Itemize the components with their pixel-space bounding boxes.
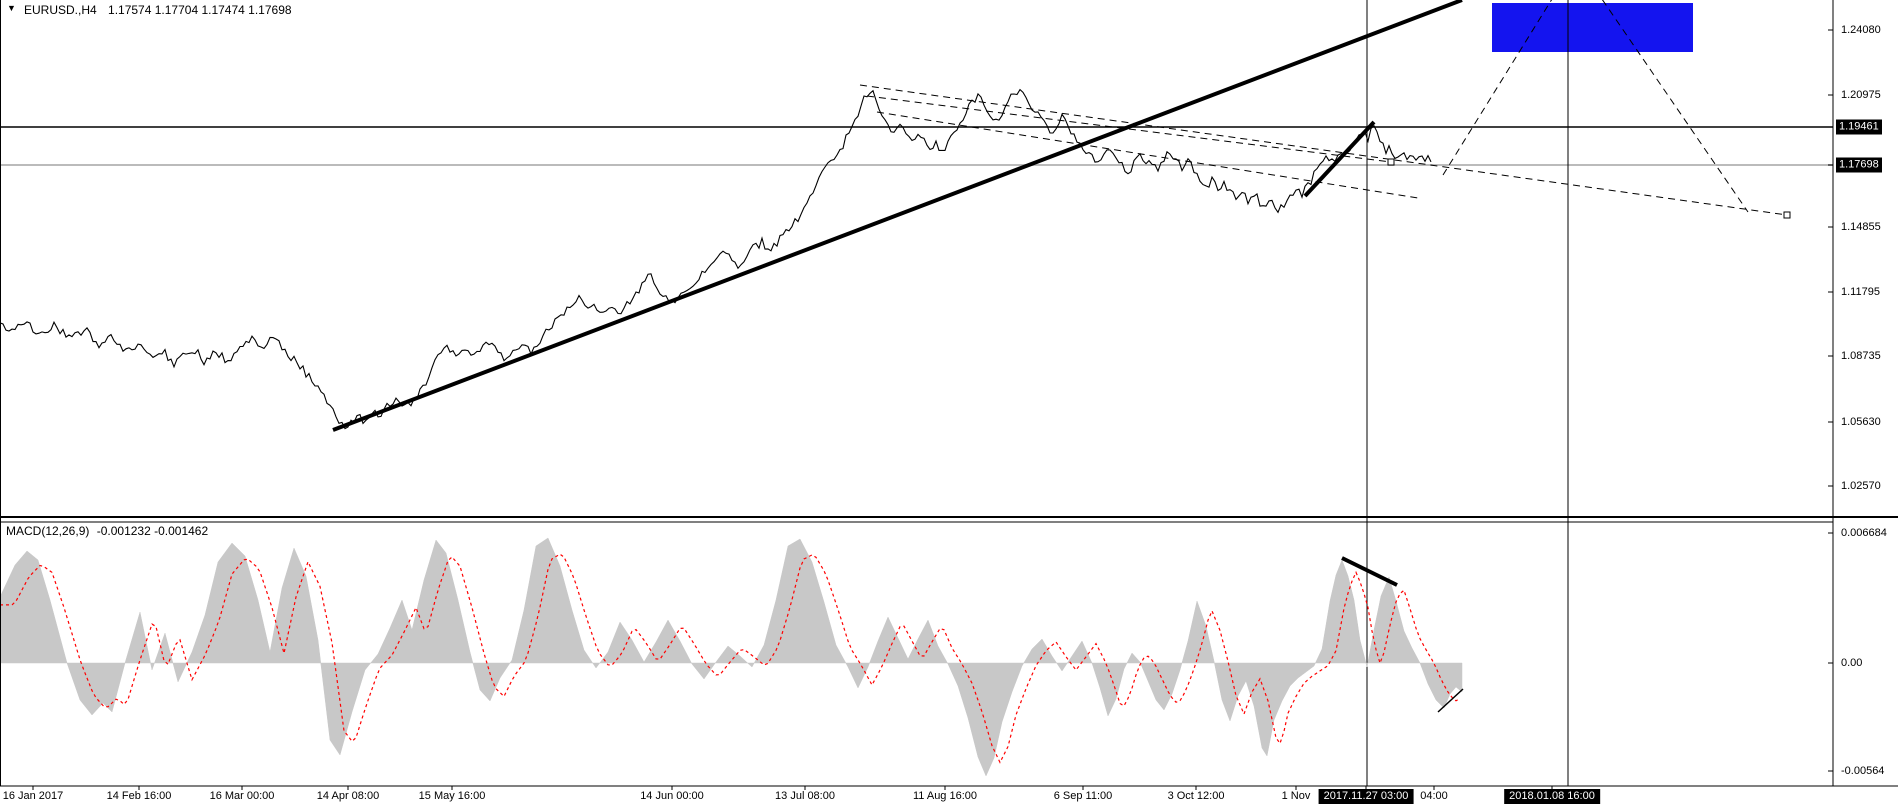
macd-values: -0.001232 -0.001462 xyxy=(96,524,209,538)
time-tick-label: 16 Jan 2017 xyxy=(2,790,64,802)
time-tick-label: 15 May 16:00 xyxy=(418,790,486,802)
macd-tick-label: -0.00564 xyxy=(1841,765,1885,777)
time-tick-label: 14 Jun 00:00 xyxy=(640,790,704,802)
time-tick-label: 11 Aug 16:00 xyxy=(912,790,978,802)
symbol-period-label: EURUSD.,H4 xyxy=(24,3,97,17)
macd-name: MACD(12,26,9) xyxy=(6,524,90,538)
price-tick-label: 1.08735 xyxy=(1841,350,1881,362)
time-tick-label: 1 Nov xyxy=(1281,790,1311,802)
time-tick-label: 04:00 xyxy=(1420,790,1448,802)
ohlc-values: 1.17574 1.17704 1.17474 1.17698 xyxy=(108,3,292,17)
chart-title: EURUSD.,H4 1.17574 1.17704 1.17474 1.176… xyxy=(24,3,292,17)
price-tick-label: 1.24080 xyxy=(1841,24,1881,36)
pennant-line-dashed[interactable] xyxy=(1582,0,1749,213)
price-badge: 1.19461 xyxy=(1836,119,1882,135)
price-badge: 1.17698 xyxy=(1836,157,1882,173)
time-badge: 2018.01.08 16:00 xyxy=(1504,789,1600,804)
time-tick-label: 13 Jul 08:00 xyxy=(775,790,835,802)
collapse-triangle-icon[interactable]: ▼ xyxy=(7,3,16,13)
macd-signal-line xyxy=(0,553,1461,764)
fan-trendline-dashed[interactable] xyxy=(859,84,1788,216)
trendline-handle-square[interactable] xyxy=(1387,158,1395,166)
time-tick-label: 16 Mar 00:00 xyxy=(209,790,275,802)
price-tick-label: 1.05630 xyxy=(1841,416,1881,428)
macd-small-trendline[interactable] xyxy=(1437,688,1464,713)
price-tick-label: 1.11795 xyxy=(1841,286,1880,298)
macd-histogram xyxy=(0,537,1463,777)
fan-trendline-dashed[interactable] xyxy=(876,111,1419,199)
macd-trendline[interactable] xyxy=(1341,556,1398,587)
macd-tick-label: 0.00 xyxy=(1841,657,1863,669)
time-tick-label: 6 Sep 11:00 xyxy=(1053,790,1113,802)
trendline-handle-square[interactable] xyxy=(1783,211,1791,219)
price-series xyxy=(0,88,1432,430)
pennant-line-dashed[interactable] xyxy=(1442,0,1570,176)
fan-trendline-dashed[interactable] xyxy=(866,95,1392,163)
price-tick-label: 1.20975 xyxy=(1841,89,1881,101)
short-uptrend-line[interactable] xyxy=(1303,120,1376,198)
time-tick-label: 14 Feb 16:00 xyxy=(106,790,172,802)
price-tick-label: 1.02570 xyxy=(1841,480,1881,492)
time-tick-label: 3 Oct 12:00 xyxy=(1167,790,1225,802)
price-tick-label: 1.14855 xyxy=(1841,221,1881,233)
main-uptrend-line[interactable] xyxy=(332,0,1463,432)
macd-tick-label: 0.006684 xyxy=(1841,527,1887,539)
time-tick-label: 14 Apr 08:00 xyxy=(316,790,380,802)
blue-rectangle-object[interactable] xyxy=(1492,3,1693,52)
time-badge: 2017.11.27 03:00 xyxy=(1318,789,1414,804)
macd-indicator-label: MACD(12,26,9) -0.001232 -0.001462 xyxy=(6,524,208,538)
